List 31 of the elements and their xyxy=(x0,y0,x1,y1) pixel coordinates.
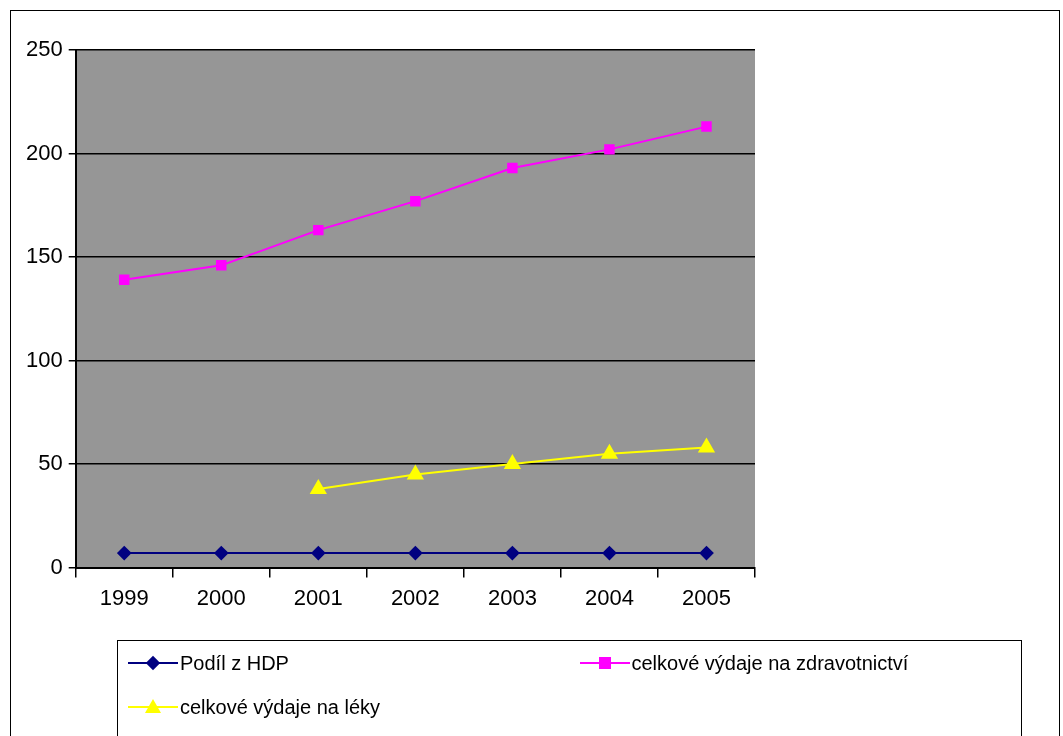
point xyxy=(117,546,132,561)
y-tick-label: 250 xyxy=(25,36,63,62)
x-tick-label: 2004 xyxy=(584,584,634,610)
y-tick-label: 0 xyxy=(50,553,63,579)
y-tick-label: 50 xyxy=(38,450,63,476)
point xyxy=(216,260,227,271)
legend-label: Podíl z HDP xyxy=(180,651,289,675)
x-tick-label: 2002 xyxy=(390,584,440,610)
point xyxy=(701,121,712,132)
x-tick-label: 2000 xyxy=(196,584,246,610)
point xyxy=(699,546,714,561)
point xyxy=(214,546,229,561)
point xyxy=(604,144,615,155)
x-tick-label: 2003 xyxy=(487,584,537,610)
point xyxy=(505,546,520,561)
x-tick-label: 2001 xyxy=(293,584,343,610)
point xyxy=(410,195,421,207)
x-tick-label: 1999 xyxy=(99,584,149,610)
point xyxy=(118,274,130,286)
point xyxy=(408,546,423,561)
legend-label: celkové výdaje na léky xyxy=(180,695,381,719)
y-tick-label: 200 xyxy=(25,139,63,165)
x-tick-label: 2005 xyxy=(682,584,731,610)
legend-label: celkové výdaje na zdravotnictví xyxy=(631,651,909,675)
point xyxy=(313,224,324,236)
point xyxy=(311,546,326,561)
y-tick-label: 100 xyxy=(25,346,63,372)
y-tick-label: 150 xyxy=(25,243,63,269)
point xyxy=(602,546,617,561)
point xyxy=(504,455,521,470)
point xyxy=(507,162,518,174)
